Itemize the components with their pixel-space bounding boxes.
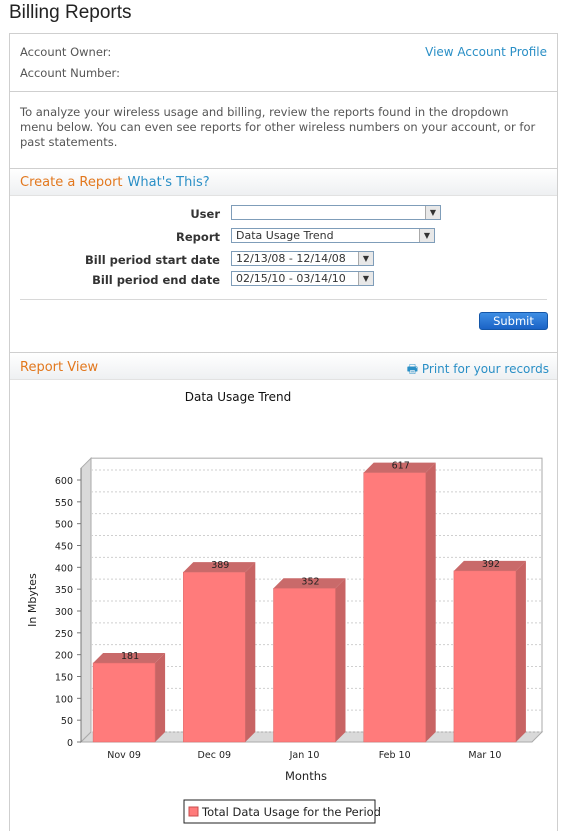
bar-top	[183, 562, 256, 573]
y-tick-label: 0	[67, 738, 73, 749]
end-date-select[interactable]: 02/15/10 - 03/14/10 ▼	[231, 271, 374, 286]
y-tick-label: 150	[55, 673, 73, 684]
y-tick-label: 550	[55, 498, 73, 509]
bar-value-label: 392	[482, 559, 500, 570]
chevron-down-icon: ▼	[358, 272, 373, 285]
create-report-header: Create a Report What's This?	[10, 169, 557, 196]
start-date-label: Bill period start date	[85, 253, 220, 267]
report-select-value: Data Usage Trend	[236, 229, 334, 242]
account-panel: Account Owner: Account Number: View Acco…	[9, 33, 558, 92]
y-tick-label: 500	[55, 520, 73, 531]
x-axis-label: Months	[285, 769, 327, 783]
create-report-heading: Create a Report What's This?	[20, 175, 210, 190]
page-title: Billing Reports	[9, 2, 132, 23]
x-tick-label: Dec 09	[198, 750, 232, 761]
legend-swatch	[188, 806, 199, 817]
report-view-heading: Report View	[20, 360, 99, 375]
bar-value-label: 181	[121, 651, 139, 662]
bar-top	[363, 462, 436, 473]
start-date-value: 12/13/08 - 12/14/08	[236, 252, 346, 265]
account-owner-label: Account Owner:	[20, 45, 112, 59]
data-usage-chart: Data Usage Trend 0 50 100 150 200 250 300 350 400…	[26, 390, 544, 824]
divider	[20, 299, 547, 300]
chart-side-wall	[80, 456, 92, 744]
user-label: User	[190, 207, 220, 221]
bar-top	[453, 560, 526, 571]
y-tick-label: 450	[55, 542, 73, 553]
y-tick-label: 300	[55, 607, 73, 618]
legend-box	[183, 799, 376, 824]
bar-top	[93, 652, 166, 663]
bar	[273, 588, 336, 743]
y-tick-label: 50	[61, 716, 73, 727]
y-tick-label: 400	[55, 563, 73, 574]
report-select[interactable]: Data Usage Trend ▼	[231, 228, 435, 243]
end-date-label: Bill period end date	[92, 273, 220, 287]
report-view-panel: Report View 🖶 Print for your records Dat…	[9, 352, 558, 831]
view-account-profile-link[interactable]: View Account Profile	[425, 45, 547, 59]
x-tick-label: Feb 10	[379, 750, 411, 761]
bar	[183, 571, 246, 743]
bar-value-label: 352	[301, 576, 319, 587]
x-tick-label: Nov 09	[107, 750, 141, 761]
y-tick-label: 600	[55, 476, 73, 487]
bar-side	[335, 578, 346, 742]
user-select[interactable]: ▼	[231, 205, 441, 220]
chevron-down-icon: ▼	[425, 206, 440, 219]
y-tick-label: 100	[55, 694, 73, 705]
bar	[453, 570, 517, 743]
y-axis-label: In Mbytes	[26, 573, 39, 627]
intro-text: To analyze your wireless usage and billi…	[20, 105, 536, 149]
bar-value-label: 617	[392, 461, 410, 472]
intro-panel: To analyze your wireless usage and billi…	[9, 91, 558, 169]
bar-value-label: 389	[211, 560, 229, 571]
create-report-panel: Create a Report What's This? User ▼ Repor…	[9, 168, 558, 353]
x-tick-label: Jan 10	[289, 750, 320, 761]
y-tick-label: 200	[55, 651, 73, 662]
chevron-down-icon: ▼	[419, 229, 434, 242]
bar-side	[515, 560, 526, 742]
start-date-select[interactable]: 12/13/08 - 12/14/08 ▼	[231, 251, 374, 266]
report-view-header: Report View 🖶 Print for your records	[10, 353, 557, 380]
create-report-title: Create a Report	[20, 175, 123, 190]
chevron-down-icon: ▼	[358, 252, 373, 265]
bar-side	[245, 562, 256, 742]
print-link[interactable]: 🖶 Print for your records	[407, 360, 549, 381]
chart-title: Data Usage Trend	[185, 390, 292, 404]
x-tick-label: Mar 10	[468, 750, 501, 761]
account-number-label: Account Number:	[20, 66, 120, 80]
legend-label: Total Data Usage for the Period	[201, 805, 381, 819]
printer-icon: 🖶	[406, 362, 422, 376]
bar	[92, 662, 156, 743]
bar-side	[425, 462, 436, 742]
print-link-label: Print for your records	[421, 362, 549, 376]
bar	[363, 472, 426, 743]
whats-this-link[interactable]: What's This?	[127, 175, 210, 190]
bar-top	[273, 578, 346, 589]
end-date-value: 02/15/10 - 03/14/10	[236, 272, 346, 285]
bar-side	[155, 652, 166, 742]
report-label: Report	[176, 230, 220, 244]
y-tick-label: 350	[55, 585, 73, 596]
y-tick-label: 250	[55, 629, 73, 640]
submit-button[interactable]: Submit	[479, 312, 548, 330]
